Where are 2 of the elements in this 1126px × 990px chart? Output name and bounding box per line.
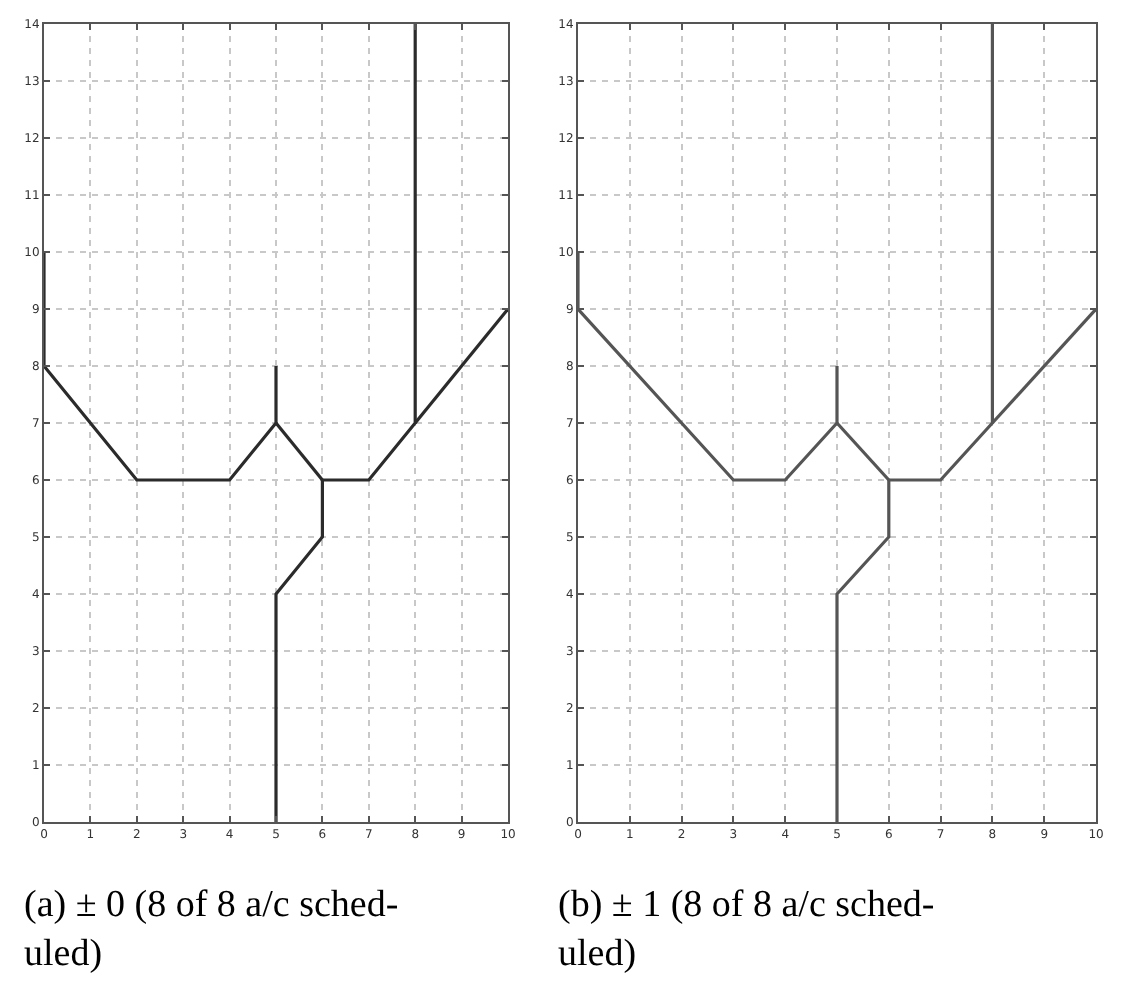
text: (a) ± 0 (8 of 8 a/c sched- uled) [24, 884, 399, 976]
text: (b) ± 1 (8 of 8 a/c sched- uled) [558, 884, 935, 976]
